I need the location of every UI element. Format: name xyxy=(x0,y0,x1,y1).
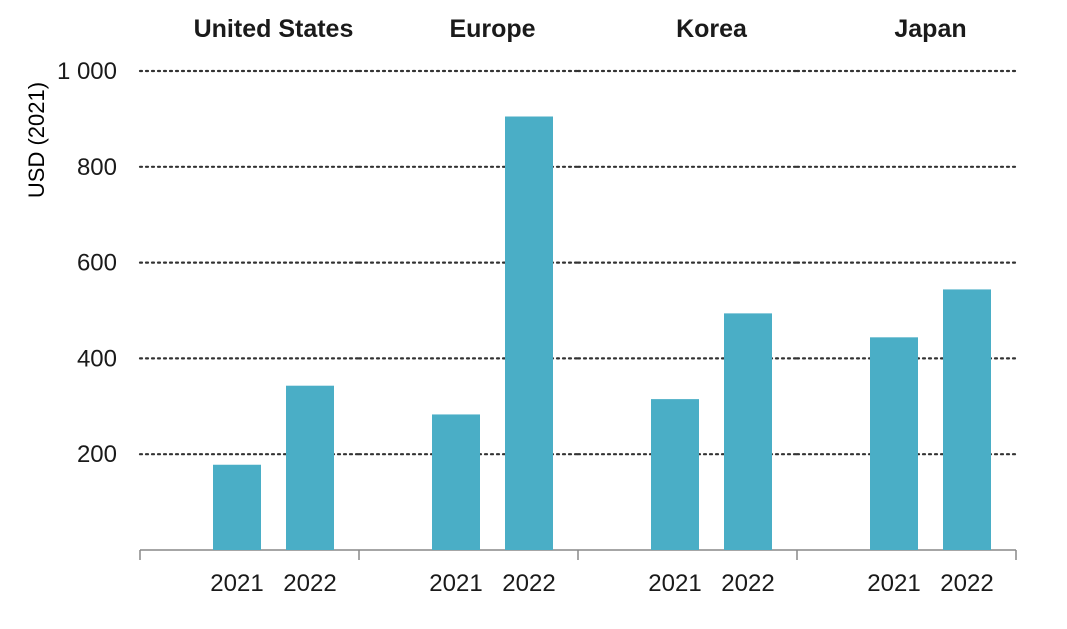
panel-title: Japan xyxy=(894,15,966,43)
y-axis-label: USD (2021) xyxy=(24,82,49,198)
y-tick-label: 400 xyxy=(77,345,117,372)
x-category-label: 2022 xyxy=(721,570,774,597)
y-tick-label: 600 xyxy=(77,250,117,277)
panel-title: United States xyxy=(194,15,354,43)
x-category-label: 2021 xyxy=(867,570,920,597)
x-category-label: 2022 xyxy=(940,570,993,597)
bar xyxy=(943,289,991,550)
x-category-label: 2021 xyxy=(648,570,701,597)
bar xyxy=(651,399,699,550)
bar xyxy=(724,313,772,550)
bar xyxy=(432,414,480,550)
x-category-label: 2021 xyxy=(210,570,263,597)
bar xyxy=(286,385,334,550)
y-tick-label: 1 000 xyxy=(57,58,117,85)
x-category-label: 2022 xyxy=(502,570,555,597)
panel-title: Korea xyxy=(676,15,748,43)
panel-title: Europe xyxy=(449,15,535,43)
bar xyxy=(213,464,261,550)
x-category-label: 2022 xyxy=(283,570,336,597)
bar xyxy=(870,337,918,550)
x-category-label: 2021 xyxy=(429,570,482,597)
bar xyxy=(505,116,553,550)
y-tick-label: 800 xyxy=(77,154,117,181)
y-tick-label: 200 xyxy=(77,441,117,468)
